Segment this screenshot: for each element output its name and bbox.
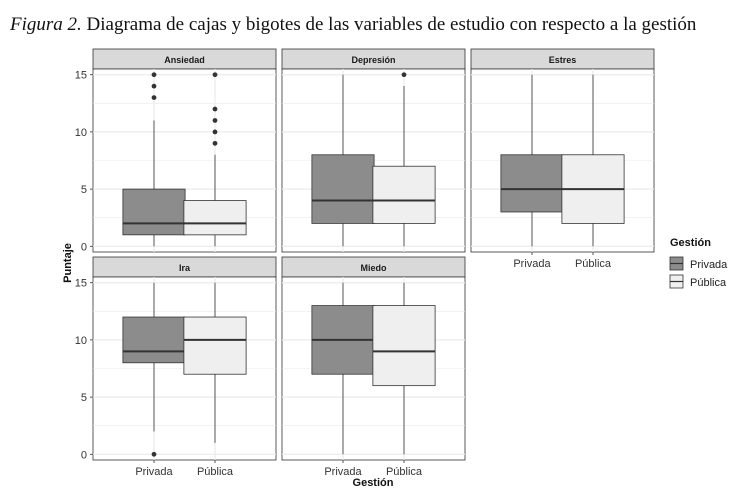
box-estres-privada [500,154,564,213]
legend-label-publica: Pública [690,277,727,289]
outlier-ira-privada [151,451,157,457]
legend-title: Gestión [670,237,711,249]
box-ira-privada [122,316,186,364]
outlier-ansiedad-privada [151,95,157,100]
strip-label-ira: Ira [179,263,191,273]
outlier-depresion-publica [401,72,407,78]
x-tick-label: Pública [386,466,423,478]
figure-caption: Figura 2. Diagrama de cajas y bigotes de… [10,14,696,36]
strip-label-miedo: Miedo [361,263,388,273]
box-ira-publica [183,316,247,375]
outlier-ansiedad-publica [212,106,218,112]
outlier-ansiedad-privada [151,72,157,78]
box-miedo-publica [372,305,436,387]
y-tick-label: 5 [81,392,87,404]
figure-title: Diagrama de cajas y bigotes de las varia… [86,14,697,35]
x-axis-title: Gestión [353,477,394,489]
box-ansiedad-privada [122,188,186,236]
y-tick-label: 10 [75,335,87,347]
box-depresion-privada [311,154,375,224]
legend-label-privada: Privada [690,259,728,271]
y-tick-label: 10 [75,127,87,139]
y-tick-label: 0 [81,241,87,253]
outlier-ansiedad-publica [212,118,218,123]
x-tick-label: Pública [197,466,234,478]
outlier-ansiedad-publica [212,72,218,78]
outlier-ansiedad-privada [151,83,157,89]
strip-label-depresion: Depresión [351,55,395,65]
strip-label-ansiedad: Ansiedad [164,55,205,65]
y-tick-label: 15 [75,278,87,290]
x-tick-label: Privada [135,466,173,478]
y-axis-title: Puntaje [62,243,74,283]
y-tick-label: 0 [81,449,87,461]
outlier-ansiedad-publica [212,140,218,146]
box-ansiedad-publica [183,200,247,236]
strip-label-estres: Estres [549,55,577,65]
x-tick-label: Pública [575,258,612,270]
box-depresion-publica [372,165,436,224]
outlier-ansiedad-publica [212,129,218,135]
x-tick-label: Privada [324,466,362,478]
y-tick-label: 5 [81,184,87,196]
x-tick-label: Privada [513,258,551,270]
figure-number: Figura 2. [10,14,82,35]
y-tick-label: 15 [75,70,87,82]
